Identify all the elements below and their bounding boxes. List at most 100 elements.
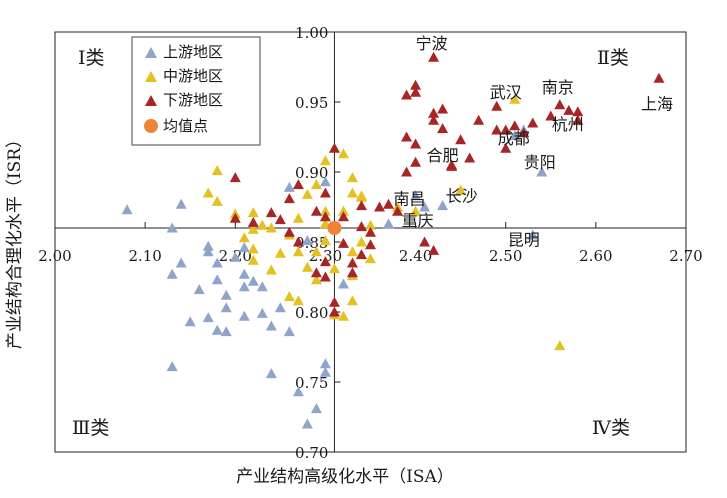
midstream-point xyxy=(274,247,286,258)
midstream-point xyxy=(247,243,259,254)
downstream-point xyxy=(572,114,584,125)
downstream-point xyxy=(410,86,422,97)
city-label: 昆明 xyxy=(508,231,540,250)
upstream-point xyxy=(256,307,268,318)
midstream-point xyxy=(319,235,331,246)
downstream-point xyxy=(410,138,422,149)
upstream-point xyxy=(247,275,259,286)
downstream-point xyxy=(328,142,340,153)
downstream-point xyxy=(265,207,277,218)
midstream-point xyxy=(328,263,340,274)
y-axis-title: 产业结构合理化水平（ISR） xyxy=(5,131,25,349)
upstream-point xyxy=(211,274,223,285)
legend-mean-label: 均值点 xyxy=(163,117,208,135)
midstream-point xyxy=(365,219,376,230)
downstream-point xyxy=(319,271,331,282)
upstream-point xyxy=(166,222,178,233)
legend-midstream-label: 中游地区 xyxy=(163,67,223,85)
x-tick-label: 2.00 xyxy=(38,247,71,265)
downstream-point xyxy=(365,226,376,237)
downstream-point xyxy=(355,249,367,260)
midstream-point xyxy=(365,253,376,264)
quadrant-label-1: Ⅰ类 xyxy=(78,47,105,69)
city-label: 南昌 xyxy=(394,189,426,208)
legend-downstream-label: 下游地区 xyxy=(163,91,223,109)
midstream-point xyxy=(292,295,304,306)
upstream-point xyxy=(527,229,539,240)
downstream-point xyxy=(518,127,530,138)
legend-downstream-marker xyxy=(145,95,157,106)
upstream-point xyxy=(121,204,133,215)
upstream-point xyxy=(238,310,250,321)
downstream-point xyxy=(229,172,241,183)
downstream-point xyxy=(337,237,349,248)
city-label: 贵阳 xyxy=(524,153,556,172)
city-label: 宁波 xyxy=(416,34,448,53)
x-axis-title: 产业结构高级化水平（ISA） xyxy=(236,467,454,487)
midstream-point xyxy=(509,93,521,104)
midstream-point xyxy=(355,236,367,247)
midstream-point xyxy=(319,205,331,216)
downstream-point xyxy=(401,166,413,177)
x-tick-label: 2.40 xyxy=(399,247,432,265)
upstream-point xyxy=(220,302,232,313)
midstream-point xyxy=(346,187,358,198)
x-tick-label: 2.50 xyxy=(489,247,522,265)
upstream-point xyxy=(319,358,331,369)
upstream-point xyxy=(184,316,196,327)
upstream-point xyxy=(319,176,331,187)
downstream-point xyxy=(319,187,331,198)
downstream-point xyxy=(428,51,440,62)
upstream-point xyxy=(265,320,277,331)
downstream-point xyxy=(355,200,367,211)
upstream-point xyxy=(292,386,304,397)
downstream-point xyxy=(491,124,503,135)
midstream-point xyxy=(310,246,322,257)
city-label: 南京 xyxy=(542,78,574,97)
downstream-point xyxy=(401,131,413,142)
downstream-point xyxy=(401,89,413,100)
downstream-point xyxy=(428,107,440,118)
downstream-point xyxy=(292,179,304,190)
midstream-point xyxy=(346,295,358,306)
downstream-point xyxy=(500,142,512,153)
quadrant-label-3: Ⅲ类 xyxy=(72,417,109,439)
upstream-point xyxy=(437,200,449,211)
downstream-point xyxy=(283,193,295,204)
upstream-point xyxy=(202,246,214,257)
downstream-point xyxy=(337,211,349,222)
midstream-point xyxy=(211,165,223,176)
downstream-point xyxy=(328,306,340,317)
legend-upstream-label: 上游地区 xyxy=(163,43,223,61)
x-tick-label: 2.60 xyxy=(579,247,612,265)
city-label: 合肥 xyxy=(427,146,459,165)
midstream-point xyxy=(265,222,277,233)
city-label: 上海 xyxy=(641,95,673,114)
plot-frame xyxy=(54,31,687,453)
midstream-point xyxy=(265,264,277,275)
midstream-point xyxy=(292,212,304,223)
downstream-point xyxy=(392,205,404,216)
downstream-point xyxy=(545,110,557,121)
upstream-point xyxy=(337,278,349,289)
midstream-point xyxy=(310,179,322,190)
upstream-point xyxy=(202,312,214,323)
quadrant-label-4: Ⅳ类 xyxy=(592,417,630,439)
upstream-point xyxy=(265,368,277,379)
downstream-point xyxy=(346,267,358,278)
midstream-point xyxy=(337,310,349,321)
midstream-point xyxy=(346,246,358,257)
downstream-point xyxy=(319,211,331,222)
downstream-point xyxy=(374,201,386,212)
upstream-point xyxy=(509,130,521,141)
upstream-point xyxy=(310,403,322,414)
upstream-point xyxy=(238,268,250,279)
midstream-point xyxy=(301,188,313,199)
downstream-point xyxy=(527,117,539,128)
upstream-point xyxy=(211,324,223,335)
downstream-point xyxy=(437,123,449,134)
downstream-point xyxy=(319,256,331,267)
downstream-point xyxy=(229,212,241,223)
legend-upstream-marker xyxy=(145,47,157,58)
downstream-point xyxy=(310,267,322,278)
